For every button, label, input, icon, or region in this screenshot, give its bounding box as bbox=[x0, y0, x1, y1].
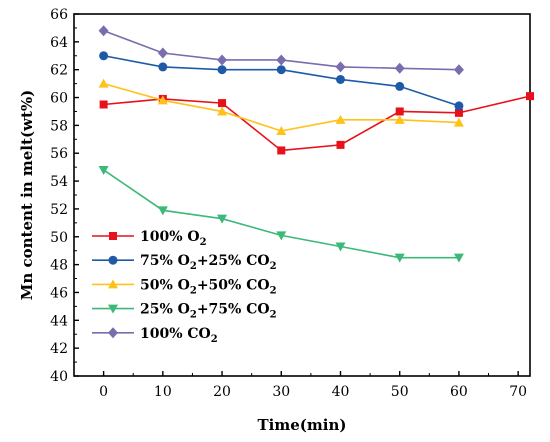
data-point bbox=[394, 253, 405, 263]
x-tick-label: 70 bbox=[509, 384, 527, 400]
data-point bbox=[526, 92, 534, 101]
data-point bbox=[335, 61, 346, 73]
data-point bbox=[276, 231, 287, 241]
data-point bbox=[454, 101, 464, 111]
y-tick-label: 52 bbox=[50, 202, 68, 218]
legend-item: 25% O2+75% CO2 bbox=[92, 302, 277, 321]
y-tick-label: 44 bbox=[50, 313, 68, 329]
y-tick-label: 42 bbox=[50, 341, 68, 357]
legend-item: 75% O2+25% CO2 bbox=[92, 253, 277, 272]
data-point bbox=[99, 51, 109, 61]
y-axis: 40 42 44 46 48 50 52 54 56 58 60 62 64 66 bbox=[50, 7, 79, 385]
legend-marker bbox=[108, 304, 118, 314]
legend-item: 100% CO2 bbox=[92, 326, 218, 345]
y-tick-label: 60 bbox=[50, 91, 68, 107]
data-point bbox=[218, 99, 227, 108]
data-point bbox=[99, 100, 108, 109]
series-5 bbox=[98, 25, 464, 76]
y-tick-label: 46 bbox=[50, 285, 68, 301]
x-tick-label: 20 bbox=[213, 384, 231, 400]
data-point bbox=[277, 146, 286, 155]
data-point bbox=[335, 114, 346, 124]
y-tick-label: 62 bbox=[50, 63, 68, 79]
legend-marker bbox=[109, 232, 117, 240]
x-tick-label: 30 bbox=[272, 384, 290, 400]
legend-label: 100% CO2 bbox=[140, 326, 218, 345]
x-tick-label: 10 bbox=[154, 384, 172, 400]
data-point bbox=[98, 165, 109, 175]
y-tick-label: 48 bbox=[50, 258, 68, 274]
x-tick-label: 40 bbox=[332, 384, 350, 400]
y-tick-label: 58 bbox=[50, 118, 68, 134]
series-3 bbox=[98, 78, 464, 135]
legend: 100% O2 75% O2+25% CO2 50% O2+50% CO2 25% O… bbox=[92, 229, 277, 345]
data-point bbox=[395, 81, 405, 91]
data-point bbox=[454, 108, 463, 117]
x-tick-label: 50 bbox=[391, 384, 409, 400]
data-point bbox=[336, 140, 345, 149]
data-point bbox=[394, 114, 405, 124]
data-point bbox=[276, 54, 287, 66]
data-point bbox=[335, 242, 346, 252]
data-point bbox=[217, 106, 228, 116]
series-line bbox=[103, 82, 459, 132]
data-point bbox=[98, 25, 109, 37]
y-axis-title: Mn content in melt(wt%) bbox=[18, 90, 36, 300]
series-line bbox=[103, 95, 531, 152]
data-point bbox=[453, 64, 464, 76]
data-point bbox=[157, 95, 168, 105]
data-point bbox=[276, 65, 286, 75]
data-point bbox=[395, 107, 404, 116]
legend-label: 25% O2+75% CO2 bbox=[140, 302, 277, 321]
legend-label: 75% O2+25% CO2 bbox=[140, 253, 277, 272]
data-point bbox=[157, 206, 168, 216]
data-point bbox=[217, 214, 228, 224]
series-layer bbox=[98, 25, 534, 263]
data-point bbox=[217, 65, 227, 75]
legend-item: 50% O2+50% CO2 bbox=[92, 277, 277, 296]
data-point bbox=[453, 117, 464, 127]
y-tick-label: 50 bbox=[50, 230, 68, 246]
y-tick-label: 54 bbox=[50, 174, 68, 190]
series-1 bbox=[99, 92, 534, 155]
series-2 bbox=[99, 51, 464, 111]
legend-label: 50% O2+50% CO2 bbox=[140, 277, 277, 296]
y-tick-label: 56 bbox=[50, 146, 68, 162]
data-point bbox=[157, 47, 168, 59]
data-point bbox=[394, 62, 405, 74]
y-tick-label: 64 bbox=[50, 35, 68, 51]
data-point bbox=[158, 62, 168, 72]
x-tick-label: 0 bbox=[99, 384, 108, 400]
x-tick-label: 60 bbox=[450, 384, 468, 400]
x-axis: 0 10 20 30 40 50 60 70 bbox=[99, 371, 527, 400]
data-point bbox=[276, 125, 287, 135]
data-point bbox=[98, 78, 109, 88]
legend-item: 100% O2 bbox=[92, 229, 207, 248]
data-point bbox=[453, 253, 464, 263]
data-point bbox=[335, 74, 345, 84]
x-axis-title: Time(min) bbox=[258, 416, 347, 434]
data-point bbox=[217, 54, 228, 66]
legend-marker bbox=[108, 327, 118, 339]
y-tick-label: 66 bbox=[50, 7, 68, 23]
legend-marker bbox=[108, 255, 118, 265]
series-4 bbox=[98, 165, 464, 263]
y-tick-label: 40 bbox=[50, 369, 68, 385]
legend-marker bbox=[108, 279, 118, 289]
legend-label: 100% O2 bbox=[140, 229, 207, 248]
